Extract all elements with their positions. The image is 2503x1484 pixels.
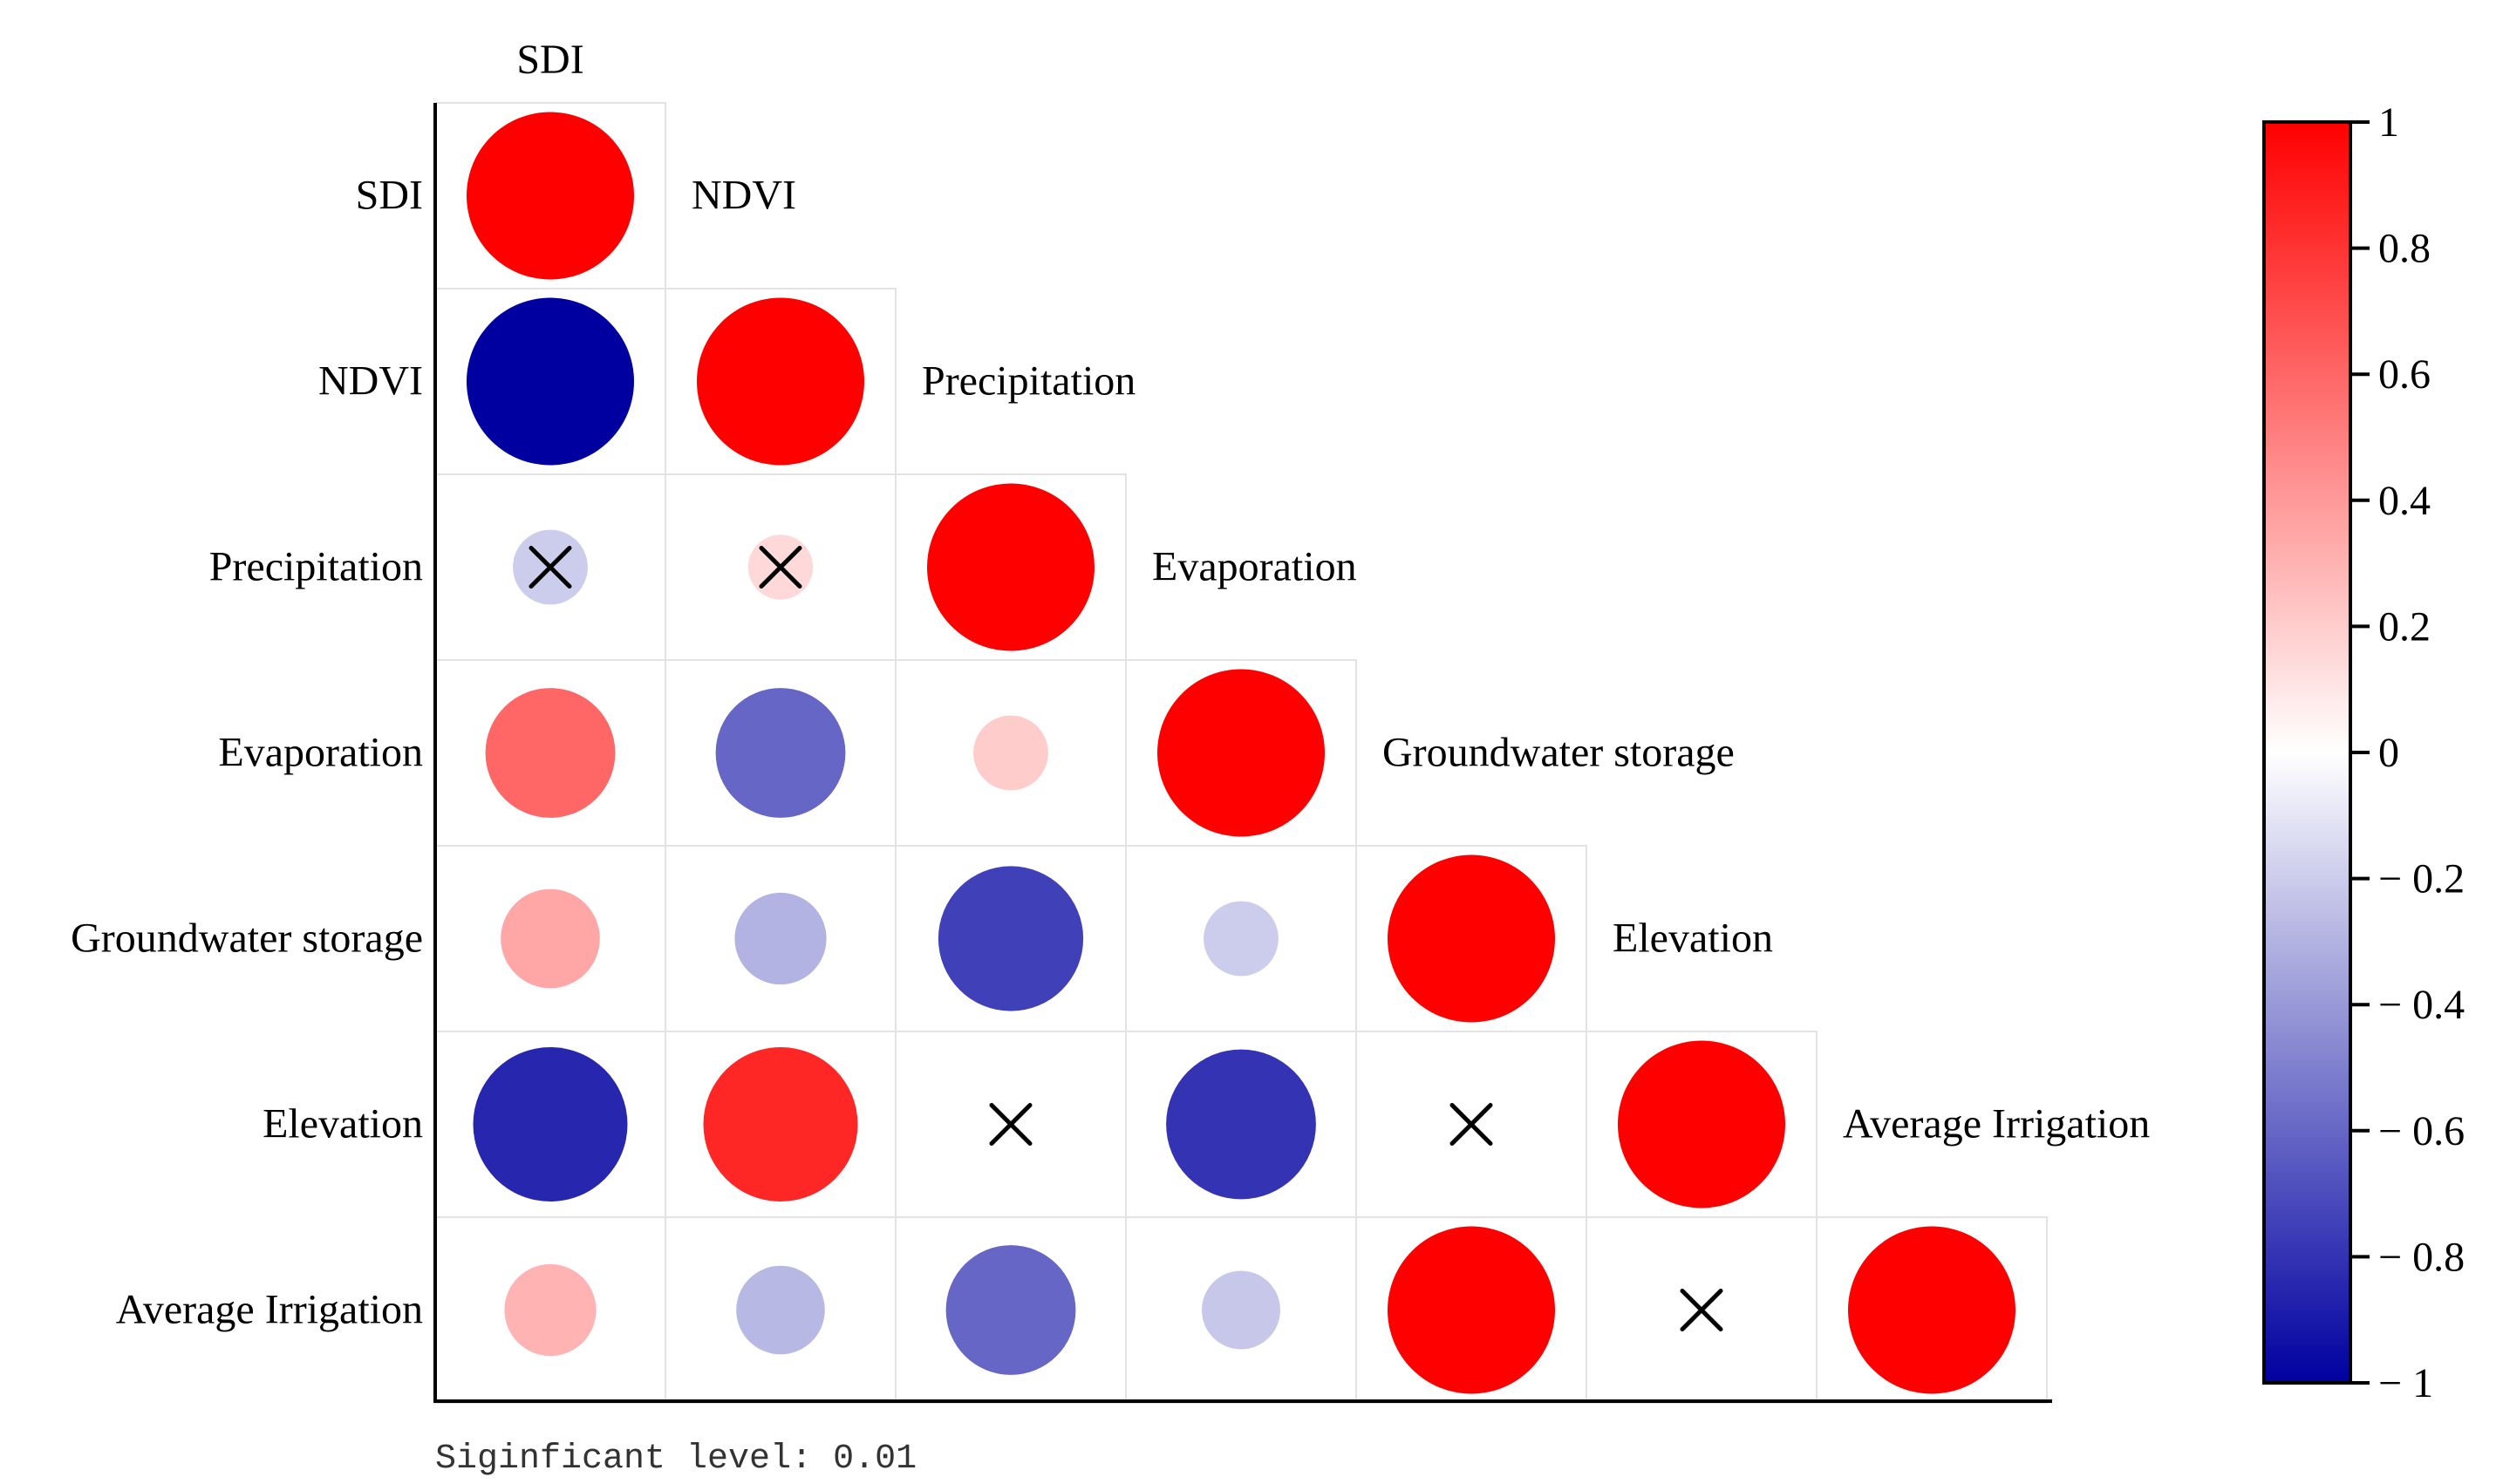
correlation-marks <box>467 112 2015 1394</box>
correlation-circle <box>1204 901 1279 977</box>
diagonal-label-elevation: Elevation <box>1613 916 1773 962</box>
row-label-evaporation: Evaporation <box>218 730 423 776</box>
not-significant-mark <box>529 546 572 589</box>
colorbar-tick-label: 1 <box>2378 99 2399 146</box>
correlation-circle <box>945 1245 1076 1375</box>
row-label-ndvi: NDVI <box>318 358 423 405</box>
not-significant-mark <box>1449 1103 1493 1146</box>
correlation-circle <box>715 688 846 818</box>
correlation-circle <box>927 483 1095 651</box>
row-label-average-irrigation: Average Irrigation <box>116 1287 423 1333</box>
significance-note: Siginficant level: 0.01 <box>435 1440 917 1479</box>
correlation-circle <box>1157 669 1325 837</box>
correlation-circle <box>467 297 634 466</box>
correlation-circle <box>501 888 600 989</box>
not-significant-mark <box>989 1103 1033 1146</box>
colorbar-gradient <box>2262 120 2352 1385</box>
diagonal-label-precipitation: Precipitation <box>922 358 1136 405</box>
chart-axes <box>433 103 2052 1403</box>
diagonal-label-evaporation: Evaporation <box>1152 544 1357 590</box>
correlation-circle <box>1388 854 1555 1023</box>
not-significant-mark <box>1680 1289 1723 1331</box>
correlation-circle <box>938 866 1084 1011</box>
correlation-circle <box>736 1265 825 1355</box>
correlation-circle <box>1388 1226 1555 1394</box>
correlation-circle <box>467 112 634 280</box>
row-label-sdi: SDI <box>356 173 423 219</box>
colorbar-tick-label: 0 <box>2378 730 2399 776</box>
variable-labels: SDI SDI NDVI NDVI Precipitation Precipitation… <box>71 37 2150 1333</box>
row-label-groundwater-storage: Groundwater storage <box>71 916 423 962</box>
row-label-precipitation: Precipitation <box>209 544 423 590</box>
correlation-circle <box>1202 1270 1280 1350</box>
colorbar-tick-label: − 0.6 <box>2378 1108 2465 1154</box>
correlation-circle <box>734 892 827 985</box>
correlation-circle <box>1848 1226 2015 1394</box>
colorbar-tick-label: − 0.2 <box>2378 856 2465 902</box>
diagonal-label-sdi: SDI <box>516 37 583 83</box>
colorbar-tick-label: − 0.4 <box>2378 982 2465 1028</box>
colorbar-tick-label: 0.8 <box>2378 226 2431 272</box>
correlation-circle <box>703 1047 858 1201</box>
correlation-circle <box>1618 1040 1785 1208</box>
colorbar-tick-label: 0.6 <box>2378 351 2431 398</box>
diagonal-label-average-irrigation: Average Irrigation <box>1843 1101 2150 1147</box>
correlation-circle <box>473 1047 628 1201</box>
correlation-circle <box>1166 1049 1316 1200</box>
colorbar-tick-label: 0.4 <box>2378 478 2431 524</box>
not-significant-mark <box>759 546 802 589</box>
correlation-circle <box>504 1263 597 1357</box>
colorbar-tick-label: − 0.8 <box>2378 1234 2465 1280</box>
diagonal-label-ndvi: NDVI <box>692 173 796 219</box>
diagonal-label-groundwater-storage: Groundwater storage <box>1382 730 1735 776</box>
colorbar-tick-label: 0.2 <box>2378 603 2431 650</box>
row-label-elevation: Elevation <box>263 1101 423 1147</box>
correlation-circle <box>485 688 616 818</box>
colorbar: 1 0.8 0.6 0.4 0.2 0 − 0.2 − 0.4 − 0.6 − 0.8 − 1 <box>2262 99 2465 1406</box>
correlation-circle <box>973 715 1048 791</box>
correlation-circle <box>697 297 864 466</box>
colorbar-tick-label: − 1 <box>2378 1360 2433 1406</box>
